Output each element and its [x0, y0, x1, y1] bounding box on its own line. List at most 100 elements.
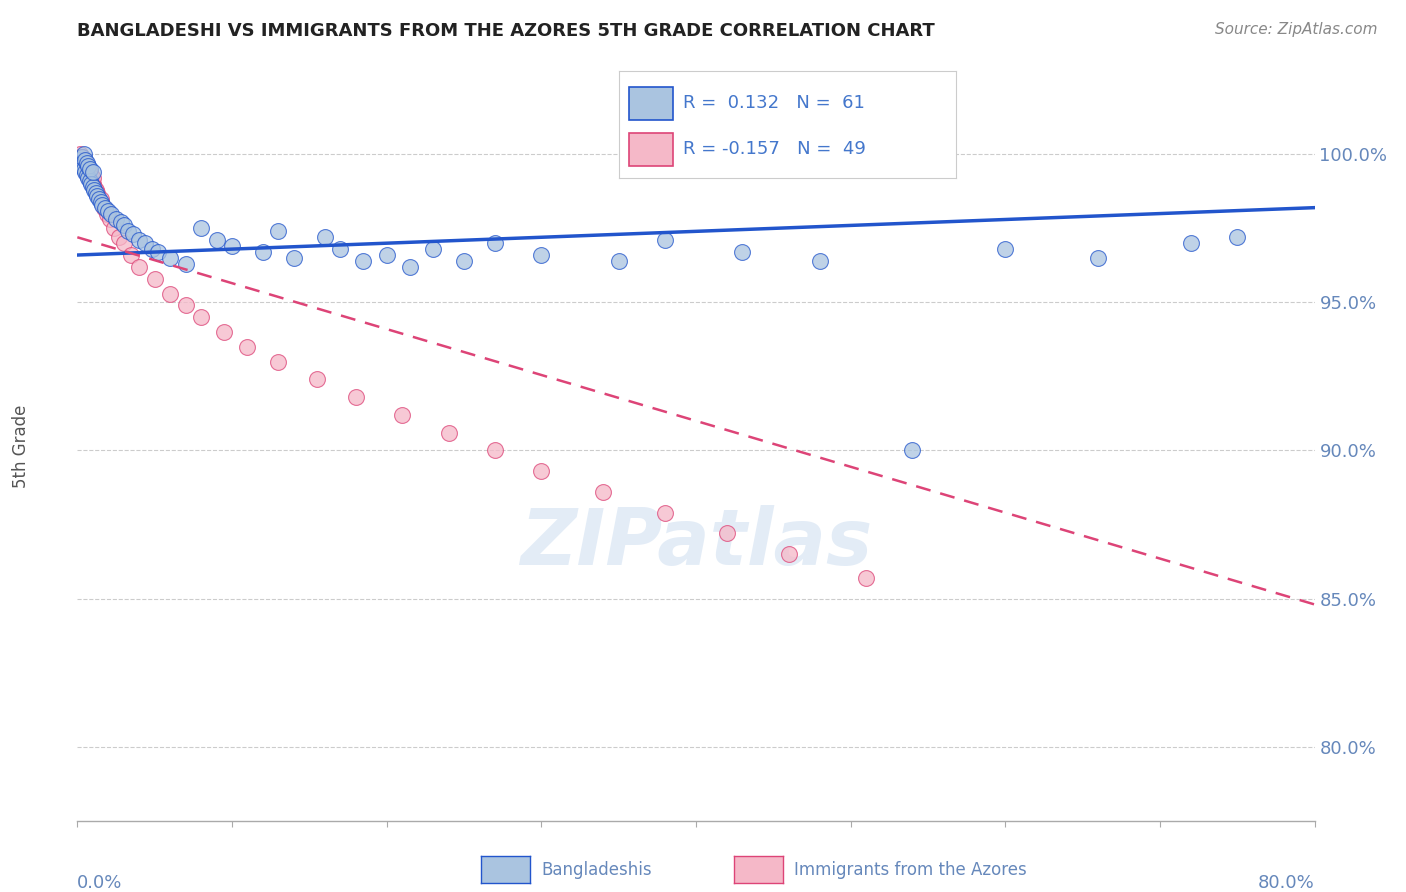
Point: [82, 165, 104, 179]
Point: [453, 254, 475, 268]
Point: [901, 443, 924, 458]
Bar: [628, 134, 672, 166]
Point: [91, 197, 114, 211]
Point: [80, 177, 103, 191]
Text: ZIPatlas: ZIPatlas: [520, 505, 872, 581]
Point: [72, 153, 94, 168]
Point: [731, 245, 754, 260]
Point: [76, 159, 98, 173]
Point: [80, 174, 103, 188]
Point: [716, 526, 738, 541]
Point: [69, 147, 91, 161]
Point: [87, 192, 110, 206]
Point: [105, 212, 128, 227]
Point: [778, 547, 800, 561]
Text: 0.0%: 0.0%: [77, 874, 122, 892]
Point: [1180, 236, 1202, 251]
Point: [592, 484, 614, 499]
Point: [530, 248, 553, 262]
Point: [77, 168, 100, 182]
Point: [353, 254, 375, 268]
Point: [607, 254, 630, 268]
Point: [530, 464, 553, 478]
Point: [110, 215, 132, 229]
Point: [79, 165, 101, 179]
Point: [79, 171, 101, 186]
Point: [82, 177, 104, 191]
Point: [190, 221, 212, 235]
Text: Immigrants from the Azores: Immigrants from the Azores: [794, 861, 1028, 879]
Point: [70, 159, 93, 173]
Point: [72, 159, 94, 173]
Point: [214, 325, 236, 339]
Point: [221, 239, 243, 253]
Point: [96, 206, 118, 220]
Point: [159, 251, 181, 265]
Point: [112, 236, 135, 251]
Bar: [628, 87, 672, 120]
Point: [117, 224, 139, 238]
Point: [75, 162, 96, 177]
Point: [121, 248, 143, 262]
Point: [82, 171, 104, 186]
Point: [76, 165, 98, 179]
Point: [484, 443, 506, 458]
Point: [344, 390, 367, 404]
Point: [90, 194, 112, 209]
Point: [108, 230, 131, 244]
Point: [1226, 230, 1249, 244]
Point: [994, 242, 1017, 256]
Point: [83, 180, 105, 194]
Text: 5th Grade: 5th Grade: [13, 404, 30, 488]
Point: [100, 206, 122, 220]
Point: [70, 150, 93, 164]
Point: [399, 260, 422, 274]
Point: [855, 571, 877, 585]
Point: [84, 186, 107, 200]
Point: [75, 165, 96, 179]
Point: [128, 233, 150, 247]
Text: R =  0.132   N =  61: R = 0.132 N = 61: [683, 95, 865, 112]
Point: [98, 212, 121, 227]
Point: [69, 156, 91, 170]
Point: [79, 162, 101, 177]
Text: Bangladeshis: Bangladeshis: [541, 861, 652, 879]
Point: [83, 183, 105, 197]
Point: [67, 153, 90, 168]
Point: [122, 227, 145, 242]
Point: [391, 408, 413, 422]
Text: 80.0%: 80.0%: [1258, 874, 1315, 892]
Point: [422, 242, 444, 256]
Point: [159, 286, 181, 301]
Point: [72, 162, 94, 177]
Point: [654, 233, 676, 247]
Point: [80, 168, 103, 182]
Point: [128, 260, 150, 274]
Point: [267, 354, 290, 368]
Point: [314, 230, 336, 244]
Point: [76, 168, 98, 182]
Point: [97, 203, 120, 218]
Point: [329, 242, 352, 256]
Point: [76, 156, 98, 170]
Point: [205, 233, 228, 247]
Point: [134, 236, 156, 251]
Point: [236, 340, 259, 354]
Point: [67, 150, 90, 164]
Point: [86, 186, 108, 200]
Point: [174, 298, 197, 312]
Point: [75, 156, 96, 170]
Point: [93, 201, 115, 215]
Point: [103, 221, 125, 235]
Point: [307, 372, 329, 386]
Point: [90, 192, 112, 206]
Point: [77, 162, 100, 177]
Point: [1087, 251, 1109, 265]
Point: [69, 153, 91, 168]
Point: [72, 147, 94, 161]
Point: [484, 236, 506, 251]
Point: [79, 174, 101, 188]
Point: [77, 171, 100, 186]
Point: [82, 180, 104, 194]
Point: [70, 156, 93, 170]
